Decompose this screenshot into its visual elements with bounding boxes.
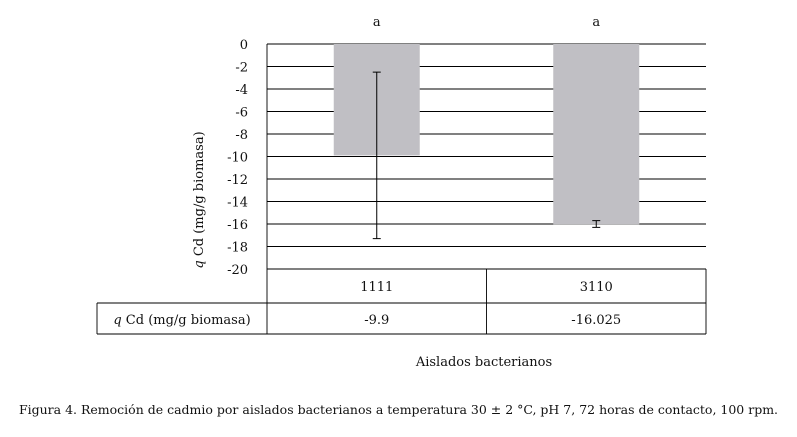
table-row-label: q Cd (mg/g biomasa) bbox=[113, 313, 250, 328]
y-tick-label: -6 bbox=[235, 106, 248, 121]
y-axis-label: q Cd (mg/g biomasa) bbox=[192, 131, 207, 268]
y-axis: 0 -2 -4 -6 -8 -10 -12 -14 -16 -18 -20 bbox=[227, 38, 268, 278]
y-tick-label: -14 bbox=[227, 196, 248, 211]
y-tick-label: -4 bbox=[235, 83, 248, 98]
data-table: 1111 -9.9 3110 -16.025 q Cd (mg/g biomasa) bbox=[96, 269, 707, 335]
x-category-label: 1111 bbox=[360, 280, 393, 295]
y-tick-label: -20 bbox=[227, 263, 248, 278]
error-bars bbox=[372, 71, 601, 240]
y-tick-label: -10 bbox=[227, 151, 248, 166]
table-value: -9.9 bbox=[364, 313, 389, 328]
bar bbox=[553, 44, 640, 225]
y-tick-label: -16 bbox=[227, 218, 248, 233]
gridlines bbox=[267, 43, 706, 270]
figure-caption: Figura 4. Remoción de cadmio por aislado… bbox=[18, 402, 779, 417]
significance-letter: a bbox=[373, 15, 381, 30]
y-tick-label: 0 bbox=[240, 38, 248, 53]
x-axis-label: Aislados bacterianos bbox=[415, 355, 552, 370]
y-tick-label: -2 bbox=[235, 61, 248, 76]
y-tick-label: -8 bbox=[235, 128, 248, 143]
y-tick-label: -18 bbox=[227, 241, 248, 256]
table-value: -16.025 bbox=[571, 313, 621, 328]
y-tick-label: -12 bbox=[227, 173, 248, 188]
significance-letter: a bbox=[592, 15, 600, 30]
x-category-label: 3110 bbox=[580, 280, 613, 295]
